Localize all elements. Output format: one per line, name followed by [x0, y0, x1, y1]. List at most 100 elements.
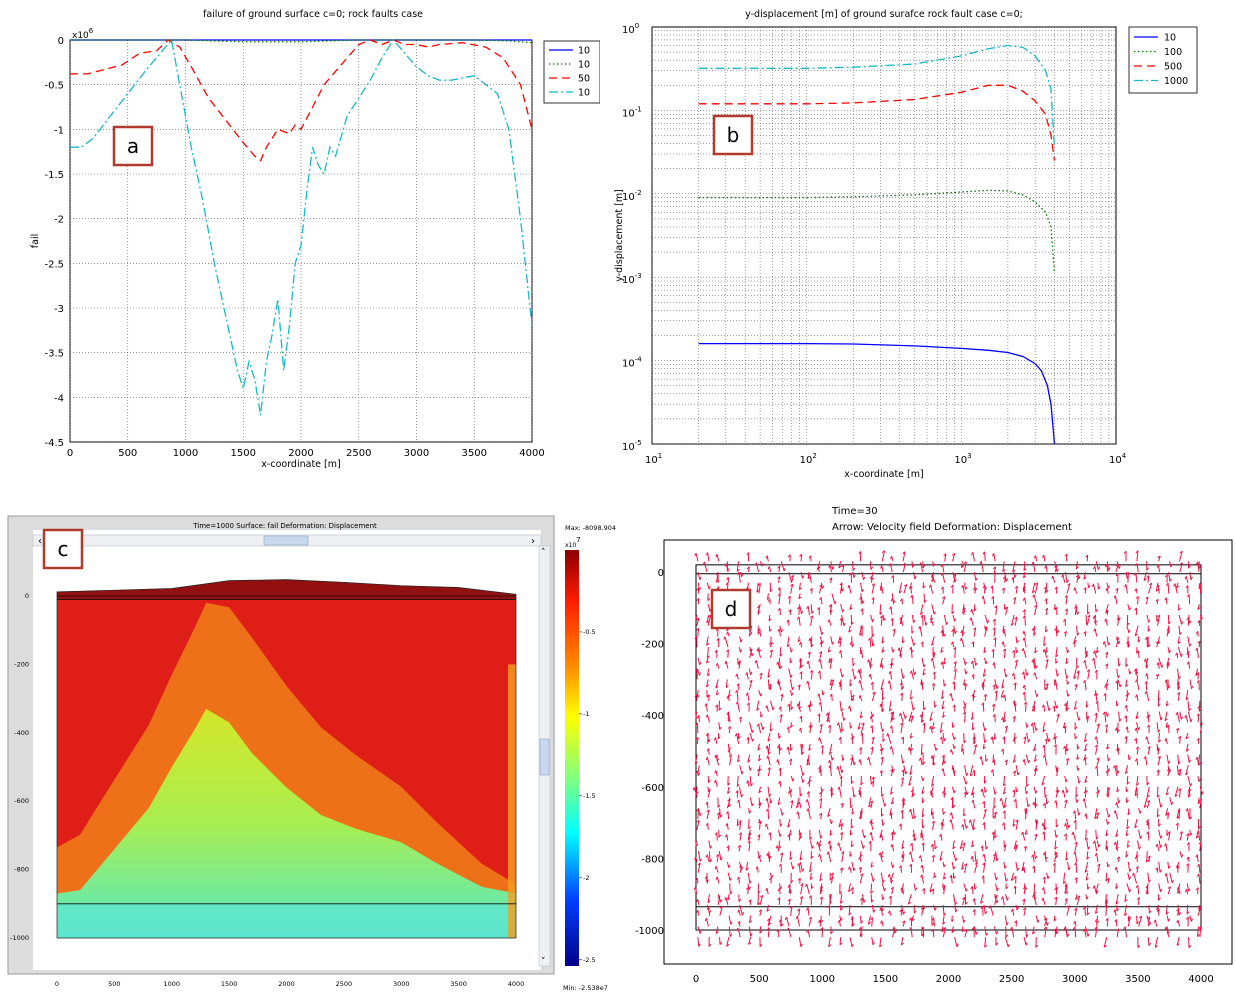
velocity-arrow-shaft — [1067, 884, 1068, 894]
chart-b-ytick-label: 10-5 — [622, 439, 642, 453]
chart-c-xtick-label: 3500 — [450, 980, 467, 988]
chart-b-xtick-label: 101 — [645, 452, 662, 466]
colorbar-tick-label: -0.5 — [583, 628, 596, 636]
velocity-arrow-shaft — [789, 704, 790, 712]
chart-b-ytick-label-base: 10 — [622, 108, 635, 119]
velocity-arrow-shaft — [811, 604, 812, 613]
velocity-arrow-shaft — [935, 841, 936, 850]
chart-a-legend-entry: 50 — [578, 74, 590, 85]
chart-a-ytick-label: 0 — [58, 36, 64, 47]
velocity-arrow-shaft — [780, 819, 781, 826]
scroll-left-arrow-icon: ‹ — [38, 536, 42, 547]
chart-b-legend-entry: 500 — [1164, 62, 1182, 73]
chart-b-panel-label: b — [714, 116, 752, 154]
velocity-arrow-shaft — [758, 867, 759, 873]
chart-c-min-label: Min: -2.538e7 — [563, 984, 608, 992]
chart-a-y-multiplier-exp: 6 — [89, 27, 94, 35]
velocity-arrow-shaft — [1098, 701, 1099, 711]
chart-c-ytick-label: -200 — [14, 660, 29, 668]
chart-c-xtick-label: 2500 — [336, 980, 353, 988]
chart-a-ylabel: fail — [30, 234, 41, 248]
chart-a-xtick-label: 4000 — [519, 448, 544, 459]
velocity-arrow-shaft — [1138, 651, 1139, 658]
chart-b-ytick-label-exp: -1 — [635, 105, 642, 113]
chart-a-title: failure of ground surface c=0; rock faul… — [203, 9, 423, 20]
chart-b-xtick-label-base: 10 — [645, 455, 658, 466]
chart-b-ytick-label: 100 — [622, 22, 639, 36]
velocity-arrow-shaft — [720, 937, 721, 944]
velocity-arrow-shaft — [912, 561, 913, 567]
velocity-arrow-shaft — [842, 755, 843, 761]
velocity-arrow-shaft — [933, 929, 934, 937]
chart-a-ytick-label: -2.5 — [44, 259, 64, 270]
chart-a-xtick-label: 1000 — [173, 448, 198, 459]
chart-b-ytick-label-exp: -4 — [635, 356, 643, 364]
velocity-arrow-shaft — [934, 701, 935, 708]
chart-a-ytick-label: -4 — [54, 393, 64, 404]
chart-c-header: Time=1000 Surface: fail Deformation: Dis… — [192, 522, 377, 530]
colorbar-multiplier: x107 — [565, 536, 581, 549]
velocity-arrow-shaft — [788, 620, 789, 626]
chart-b-title: y-displacement [m] of ground surafce roc… — [745, 9, 1023, 20]
velocity-arrow-shaft — [882, 819, 883, 826]
velocity-arrow-shaft — [780, 781, 781, 787]
scroll-right-arrow-icon: › — [531, 536, 535, 547]
chart-a-xtick-label: 3500 — [462, 448, 487, 459]
colorbar-multiplier-base: x10 — [565, 542, 576, 549]
chart-a-xtick-label: 2500 — [346, 448, 371, 459]
chart-b-xtick-label-base: 10 — [954, 455, 967, 466]
chart-c-panel-label-text: c — [58, 537, 69, 561]
chart-b-legend-entry: 100 — [1164, 47, 1182, 58]
velocity-arrow-shaft — [760, 629, 761, 637]
chart-a-xtick-label: 3000 — [404, 448, 429, 459]
panel-a-failure-chart: failure of ground surface c=0; rock faul… — [0, 0, 600, 470]
velocity-arrow-shaft — [758, 894, 759, 905]
velocity-arrow-shaft — [1096, 830, 1097, 839]
velocity-arrow-shaft — [728, 811, 729, 819]
velocity-arrow-shaft — [933, 813, 934, 819]
velocity-arrow-shaft — [1087, 905, 1088, 915]
chart-b-xtick-label: 103 — [954, 452, 971, 466]
chart-b-xtick-label-exp: 1 — [658, 452, 662, 460]
velocity-arrow-shaft — [1056, 628, 1057, 636]
velocity-arrow-shaft — [853, 561, 854, 570]
colorbar-tick-label: -2.5 — [583, 956, 596, 964]
velocity-arrow-shaft — [1025, 616, 1026, 626]
heatmap-cyan-bottom — [57, 904, 516, 938]
chart-a-ytick-label: -2 — [54, 215, 64, 226]
velocity-arrow-shaft — [841, 776, 842, 787]
velocity-arrow-shaft — [1055, 737, 1056, 744]
chart-c-ytick-label: -800 — [14, 866, 29, 874]
velocity-arrow-shaft — [698, 809, 699, 819]
chart-c-xtick-label: 1000 — [163, 980, 180, 988]
chart-b-xtick-label: 104 — [1109, 452, 1127, 466]
chart-b-xtick-label-base: 10 — [800, 455, 813, 466]
scroll-up-arrow-icon: ˄ — [541, 548, 546, 558]
chart-a-ytick-label: -3.5 — [44, 349, 64, 360]
velocity-arrow-shaft — [780, 608, 781, 615]
chart-b-panel-label-text: b — [727, 123, 740, 147]
chart-b-ytick-label-exp: 0 — [635, 22, 639, 30]
chart-c-xtick-label: 1500 — [221, 980, 238, 988]
chart-a-panel-label: a — [114, 127, 152, 165]
velocity-arrow-shaft — [985, 552, 986, 562]
chart-a-legend-entry: 10 — [578, 60, 590, 71]
velocity-arrow-shaft — [770, 832, 771, 840]
chart-b-plot-area — [652, 27, 1116, 444]
velocity-arrow-shaft — [850, 798, 851, 808]
vertical-scrollbar-thumb[interactable] — [540, 739, 549, 775]
chart-a-legend-entry: 10 — [578, 88, 590, 99]
horizontal-scrollbar-thumb[interactable] — [264, 536, 308, 545]
colorbar-multiplier-exp: 7 — [576, 536, 580, 544]
chart-b-ytick-label-exp: -5 — [635, 439, 642, 447]
chart-b-ytick-label-base: 10 — [622, 359, 635, 370]
chart-b-xlabel: x-coordinate [m] — [844, 469, 923, 480]
chart-a-y-multiplier: x106 — [72, 27, 94, 41]
velocity-arrow-shaft — [1004, 823, 1005, 830]
heatmap-right-edge — [508, 664, 516, 938]
velocity-arrow-shaft — [995, 638, 996, 648]
chart-a-xtick-label: 0 — [67, 448, 73, 459]
